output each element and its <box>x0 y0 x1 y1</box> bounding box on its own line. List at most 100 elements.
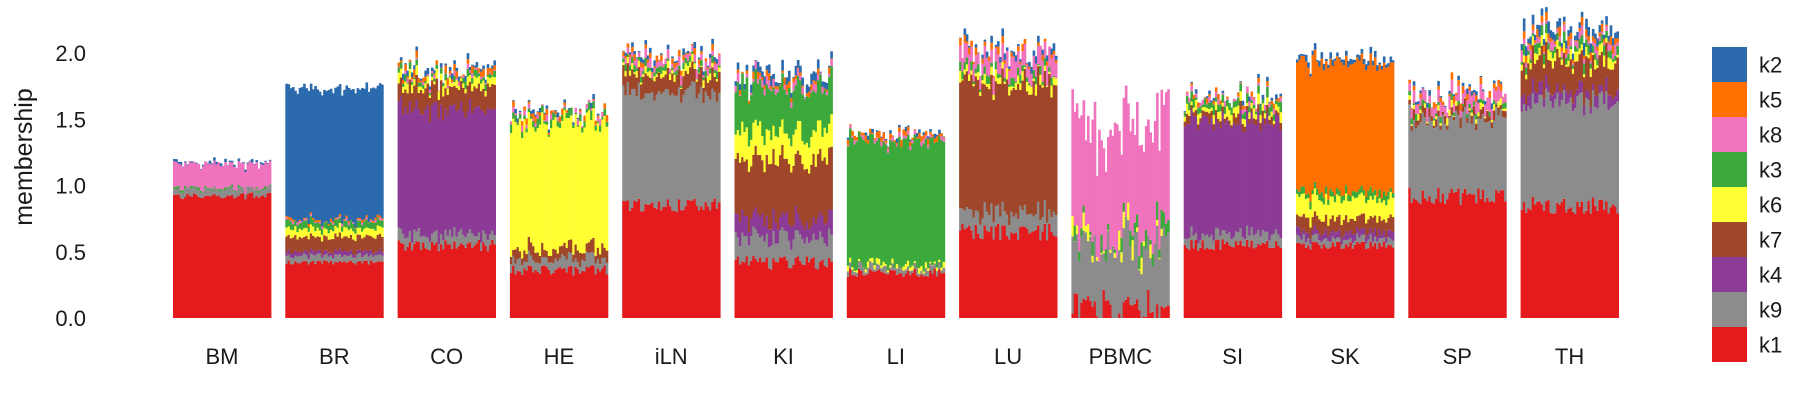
segment-k1 <box>525 270 529 318</box>
segment-k5 <box>1569 32 1573 40</box>
segment-k5 <box>1540 15 1544 23</box>
segment-k8 <box>1037 46 1040 65</box>
segment-k9 <box>1151 266 1155 312</box>
segment-k8 <box>173 161 176 188</box>
segment-k9 <box>1540 95 1544 205</box>
segment-k1 <box>345 262 349 318</box>
segment-k5 <box>1252 97 1256 99</box>
segment-k8 <box>291 221 295 225</box>
segment-k2 <box>1248 96 1251 102</box>
segment-k7 <box>549 255 553 263</box>
segment-k5 <box>343 219 346 221</box>
segment-k3 <box>1582 63 1586 75</box>
segment-k9 <box>181 192 185 200</box>
segment-k8 <box>1135 102 1139 215</box>
segment-k6 <box>765 129 769 155</box>
segment-k3 <box>561 114 564 121</box>
segment-k5 <box>545 108 549 116</box>
segment-k6 <box>305 227 308 236</box>
segment-k8 <box>1142 151 1146 242</box>
segment-k8 <box>684 54 688 58</box>
segment-k4 <box>1376 236 1379 242</box>
segment-k9 <box>294 255 297 262</box>
x-tick-label: KI <box>773 344 794 369</box>
segment-k5 <box>1351 63 1355 192</box>
segment-k3 <box>866 143 870 262</box>
segment-k2 <box>1304 54 1308 62</box>
segment-k8 <box>810 89 813 93</box>
segment-k1 <box>545 266 549 318</box>
segment-k9 <box>372 256 375 263</box>
segment-k8 <box>653 68 657 73</box>
segment-k4 <box>1549 94 1553 102</box>
segment-k8 <box>361 222 364 225</box>
segment-k9 <box>1082 230 1086 299</box>
segment-k5 <box>329 218 333 222</box>
segment-k5 <box>1338 58 1341 191</box>
segment-k8 <box>336 218 340 220</box>
segment-k5 <box>433 73 436 75</box>
segment-k1 <box>851 275 854 318</box>
segment-k2 <box>294 90 297 221</box>
segment-k9 <box>1365 243 1368 250</box>
segment-k9 <box>289 257 293 265</box>
segment-k6 <box>702 80 706 88</box>
segment-k7 <box>1248 118 1251 124</box>
segment-k2 <box>886 146 890 148</box>
segment-k3 <box>1138 256 1141 270</box>
segment-k7 <box>1417 120 1420 125</box>
segment-k9 <box>1309 243 1312 250</box>
segment-k2 <box>376 85 380 215</box>
segment-k7 <box>374 238 378 253</box>
segment-k9 <box>1045 222 1049 241</box>
segment-k3 <box>1533 44 1537 54</box>
segment-k7 <box>711 67 714 89</box>
segment-k3 <box>1562 31 1566 43</box>
segment-k1 <box>900 273 903 318</box>
segment-k1 <box>1199 247 1202 318</box>
segment-k7 <box>1252 118 1256 124</box>
segment-k7 <box>1327 225 1330 237</box>
segment-k1 <box>1001 225 1005 318</box>
segment-k1 <box>1578 206 1582 318</box>
segment-k1 <box>262 195 265 318</box>
segment-k6 <box>1219 111 1222 122</box>
segment-k8 <box>660 60 663 67</box>
segment-k9 <box>415 231 419 242</box>
segment-k2 <box>1439 96 1443 98</box>
segment-k5 <box>1192 94 1196 99</box>
segment-k7 <box>473 86 476 109</box>
segment-k5 <box>653 66 657 69</box>
segment-k2 <box>1316 60 1319 62</box>
segment-k4 <box>801 224 804 240</box>
segment-k3 <box>285 219 288 228</box>
segment-k7 <box>1333 221 1337 233</box>
segment-k2 <box>830 51 833 59</box>
segment-k8 <box>624 58 628 65</box>
segment-k9 <box>633 88 636 201</box>
segment-k1 <box>1252 248 1256 318</box>
segment-k1 <box>825 267 829 318</box>
segment-k2 <box>812 71 816 81</box>
segment-k1 <box>1356 241 1359 318</box>
segment-k7 <box>662 77 665 92</box>
segment-k3 <box>709 68 712 74</box>
segment-k7 <box>1003 83 1007 212</box>
segment-k4 <box>287 249 291 255</box>
segment-k5 <box>1302 56 1306 187</box>
segment-k6 <box>1371 199 1375 218</box>
segment-k1 <box>796 256 800 318</box>
segment-k3 <box>473 69 476 76</box>
segment-k4 <box>750 218 753 237</box>
segment-k9 <box>999 216 1002 240</box>
segment-k1 <box>1201 240 1205 318</box>
segment-k4 <box>426 105 430 238</box>
segment-k6 <box>541 112 544 243</box>
segment-k7 <box>1272 124 1276 127</box>
segment-k6 <box>700 65 703 67</box>
segment-k4 <box>417 109 421 228</box>
segment-k7 <box>356 234 360 251</box>
segment-k7 <box>480 91 483 110</box>
segment-k3 <box>1504 102 1507 109</box>
segment-k1 <box>1554 213 1557 318</box>
